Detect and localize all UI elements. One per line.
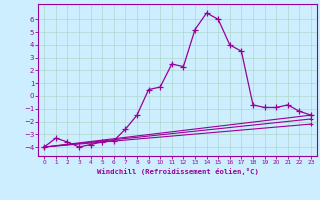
X-axis label: Windchill (Refroidissement éolien,°C): Windchill (Refroidissement éolien,°C) — [97, 168, 259, 175]
